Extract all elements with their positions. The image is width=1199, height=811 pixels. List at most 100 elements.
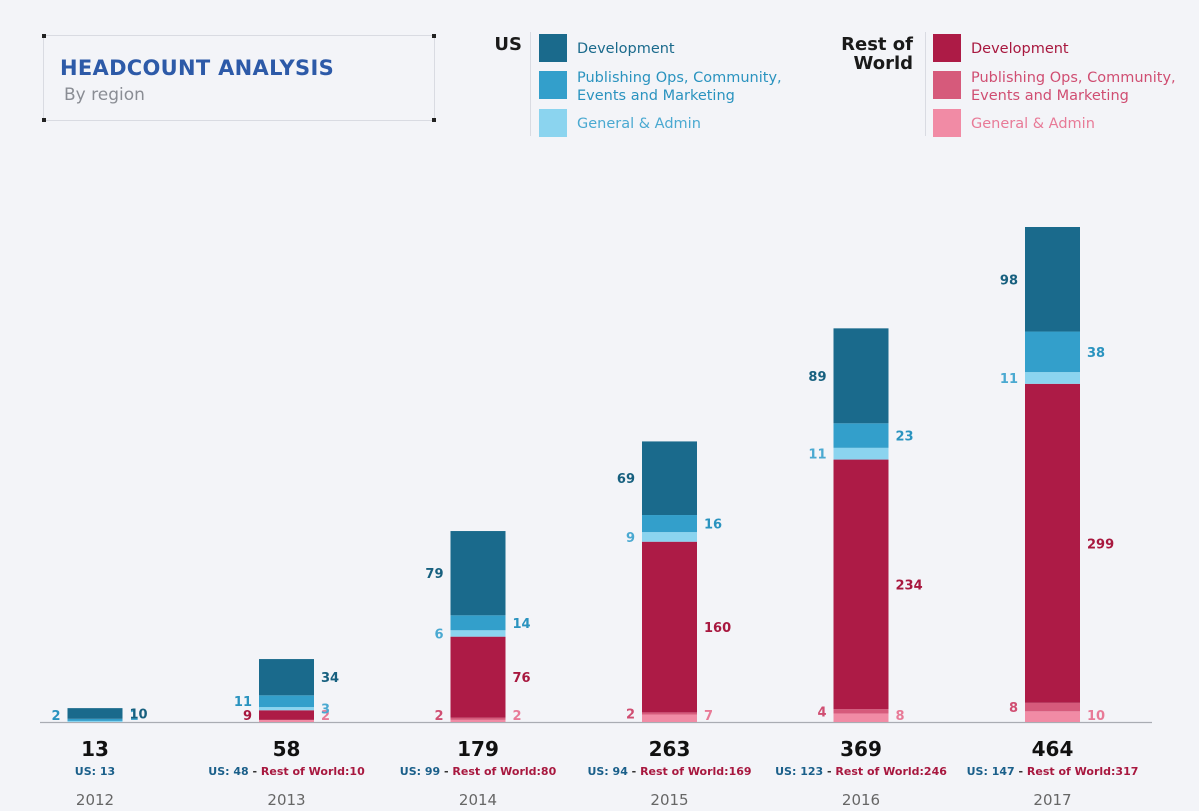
segment-label: 10 — [1087, 709, 1105, 724]
legend-swatch-row-publishing — [933, 71, 961, 99]
breakdown-separator: - — [628, 765, 640, 778]
segment-label: 9 — [626, 531, 635, 546]
bar-2013-us-4 — [259, 695, 314, 708]
segment-label: 11 — [808, 448, 826, 463]
bar-2014-us-4 — [450, 615, 506, 631]
legend-label-us-publishing: Publishing Ops, Community, Events and Ma… — [577, 70, 782, 104]
segment-label: 79 — [425, 567, 443, 582]
breakdown-row: Rest of World:169 — [640, 765, 751, 778]
bar-2016-us-5 — [833, 328, 889, 424]
segment-label: 2 — [513, 709, 522, 724]
segment-label: 11 — [1000, 372, 1018, 387]
breakdown-separator: - — [249, 765, 261, 778]
title-box-corner — [432, 34, 436, 38]
year-label: 2017 — [1033, 791, 1071, 809]
breakdown-label: US: 123 - Rest of World:246 — [775, 765, 947, 778]
segment-label: 11 — [234, 695, 252, 710]
segment-label: 2 — [626, 708, 635, 723]
breakdown-us: US: 147 — [967, 765, 1015, 778]
legend-swatch-us-general-admin — [539, 109, 567, 137]
year-label: 2012 — [76, 791, 114, 809]
title-box-corner — [42, 34, 46, 38]
segment-label: 4 — [817, 705, 826, 720]
breakdown-us: US: 13 — [75, 765, 115, 778]
total-label: 464 — [1032, 737, 1074, 761]
breakdown-us: US: 99 — [400, 765, 440, 778]
segment-label: 8 — [896, 709, 905, 724]
bar-2016-us-4 — [833, 423, 889, 448]
segment-label: 2 — [434, 709, 443, 724]
total-label: 263 — [649, 737, 691, 761]
title-box: HEADCOUNT ANALYSIS By region — [42, 34, 436, 122]
legend-swatch-row-development — [933, 34, 961, 62]
total-label: 179 — [457, 737, 499, 761]
legend-label-us-general-admin: General & Admin — [577, 116, 701, 132]
bar-2013-row-0 — [259, 719, 314, 722]
breakdown-us: US: 48 — [208, 765, 248, 778]
legend-label-row-general-admin: General & Admin — [971, 116, 1095, 132]
breakdown-separator: - — [440, 765, 452, 778]
segment-label: 69 — [617, 472, 635, 487]
bar-2017-us-4 — [1025, 331, 1080, 373]
breakdown-label: US: 94 - Rest of World:169 — [587, 765, 751, 778]
bar-2017-row-2 — [1025, 383, 1080, 703]
bar-2013-us-3 — [259, 707, 314, 711]
bar-2012-us-4 — [67, 718, 123, 721]
bar-2016-row-0 — [833, 713, 889, 722]
breakdown-label: US: 48 - Rest of World:10 — [208, 765, 365, 778]
breakdown-row: Rest of World:10 — [261, 765, 365, 778]
segment-label: 1 — [130, 709, 139, 724]
legend-label-row-development: Development — [971, 41, 1069, 57]
segment-label: 9 — [243, 709, 252, 724]
bar-2016-row-2 — [833, 459, 889, 710]
bar-2017-us-3 — [1025, 372, 1080, 384]
segment-label: 7 — [704, 709, 713, 724]
segment-label: 2 — [321, 709, 330, 724]
segment-label: 8 — [1009, 701, 1018, 716]
segment-label: 38 — [1087, 346, 1105, 361]
chart-title: HEADCOUNT ANALYSIS — [60, 56, 334, 80]
title-box-corner — [432, 118, 436, 122]
legend-swatch-us-development — [539, 34, 567, 62]
bar-2017-row-1 — [1025, 702, 1080, 712]
breakdown-separator: - — [823, 765, 835, 778]
bar-2015-row-1 — [642, 712, 697, 715]
year-label: 2013 — [267, 791, 305, 809]
breakdown-us: US: 123 — [775, 765, 823, 778]
bar-2015-us-5 — [642, 441, 697, 516]
bar-2015-us-4 — [642, 515, 697, 533]
segment-label: 10 — [130, 708, 148, 723]
total-label: 13 — [81, 737, 109, 761]
bar-2017-row-0 — [1025, 711, 1080, 722]
bar-2015-row-2 — [642, 541, 697, 713]
breakdown-label: US: 13 — [75, 765, 115, 778]
total-label: 369 — [840, 737, 882, 761]
segment-label: 14 — [513, 617, 531, 632]
segment-label: 34 — [321, 671, 339, 686]
segment-label: 3 — [321, 703, 330, 718]
breakdown-separator: - — [1015, 765, 1027, 778]
bar-2013-row-2 — [259, 710, 314, 720]
legend-label-us-development: Development — [577, 41, 675, 57]
bar-2015-us-3 — [642, 532, 697, 542]
bar-2012-us-5 — [67, 708, 123, 719]
legend-swatch-row-general-admin — [933, 109, 961, 137]
title-box-corner — [42, 118, 46, 122]
bar-2014-row-2 — [450, 636, 506, 718]
breakdown-row: Rest of World:317 — [1027, 765, 1138, 778]
legend-region-us: US — [494, 34, 522, 55]
bar-2016-row-1 — [833, 709, 889, 714]
breakdown-us: US: 94 — [587, 765, 628, 778]
segment-label: 6 — [434, 628, 443, 643]
bar-2017-us-5 — [1025, 227, 1080, 332]
breakdown-label: US: 99 - Rest of World:80 — [400, 765, 557, 778]
breakdown-row: Rest of World:246 — [835, 765, 947, 778]
chart-subtitle: By region — [64, 85, 145, 105]
year-label: 2016 — [842, 791, 880, 809]
segment-label: 76 — [513, 671, 531, 686]
segment-label: 2 — [51, 709, 60, 724]
year-label: 2014 — [459, 791, 497, 809]
segment-label: 23 — [896, 430, 914, 445]
year-label: 2015 — [650, 791, 688, 809]
